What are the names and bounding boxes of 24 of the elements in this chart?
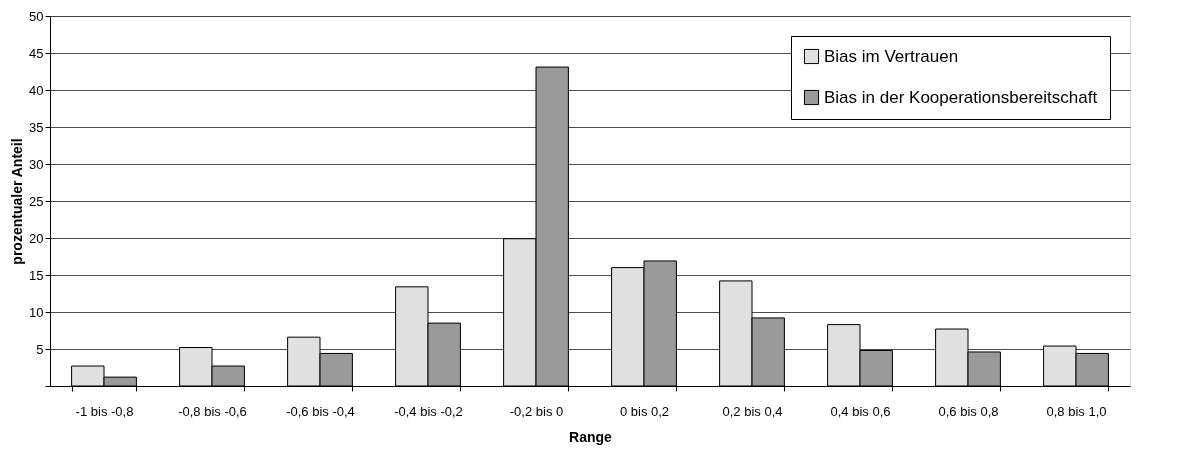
x-tick-label: 0 bis 0,2 bbox=[619, 403, 670, 419]
x-tick-label: 0,2 bis 0,4 bbox=[722, 403, 783, 419]
x-axis-title: Range bbox=[569, 428, 613, 445]
x-tick-label: -0,6 bis -0,4 bbox=[286, 403, 355, 419]
y-tick-label: 45 bbox=[29, 45, 44, 61]
y-tick-label: 15 bbox=[29, 267, 44, 283]
x-tick-label: 0,6 bis 0,8 bbox=[938, 403, 999, 419]
y-tick-label: 20 bbox=[29, 230, 44, 246]
x-tick-label: -1 bis -0,8 bbox=[75, 403, 134, 419]
x-tick-label: -0,4 bis -0,2 bbox=[394, 403, 463, 419]
legend-label: Bias in der Kooperationsbereitschaft bbox=[824, 87, 1098, 107]
x-tick-label: 0,4 bis 0,6 bbox=[830, 403, 891, 419]
y-axis-title: prozentualer Anteil bbox=[9, 138, 26, 265]
y-tick-label: 25 bbox=[29, 193, 44, 209]
y-tick-label: 30 bbox=[29, 156, 44, 172]
x-tick-label: 0,8 bis 1,0 bbox=[1046, 403, 1107, 419]
x-tick-label: -0,2 bis 0 bbox=[509, 403, 564, 419]
y-tick-label: 5 bbox=[36, 341, 44, 357]
y-tick-label: 50 bbox=[29, 8, 44, 24]
y-tick-label: 40 bbox=[29, 82, 44, 98]
legend-label: Bias im Vertrauen bbox=[824, 46, 959, 66]
y-tick-label: 10 bbox=[29, 304, 44, 320]
x-tick-label: -0,8 bis -0,6 bbox=[178, 403, 247, 419]
y-tick-label: 35 bbox=[29, 119, 44, 135]
